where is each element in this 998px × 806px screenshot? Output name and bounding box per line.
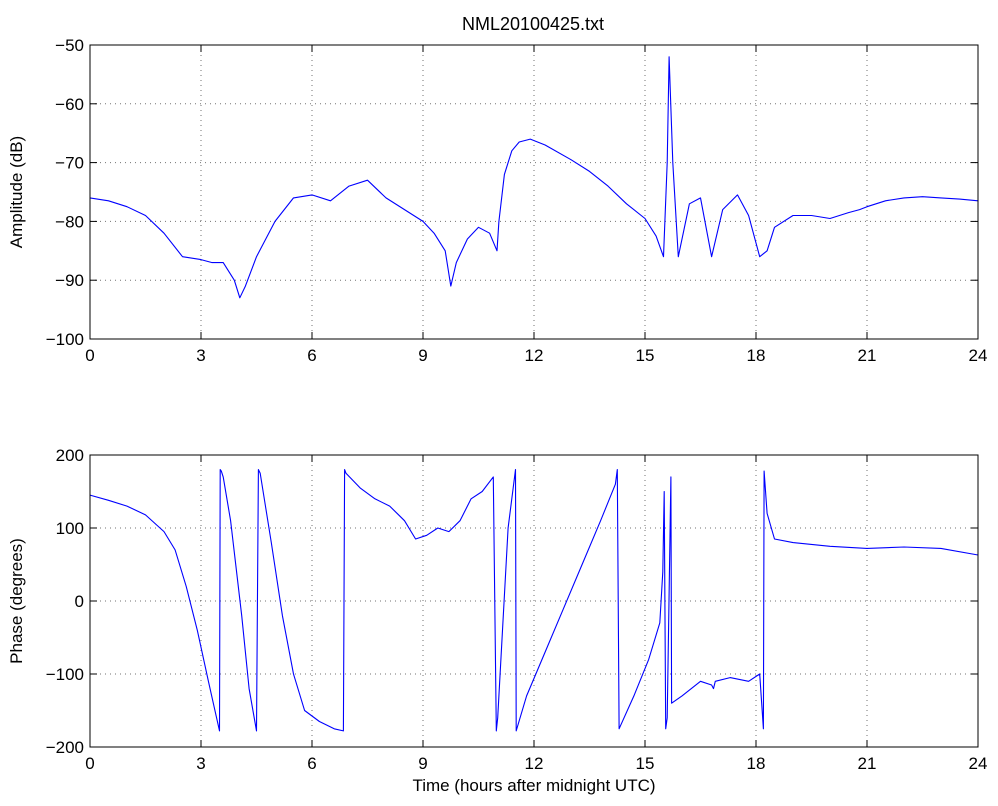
x-tick-label: 6 <box>307 346 316 365</box>
figure-title: NML20100425.txt <box>462 14 604 34</box>
x-tick-label: 12 <box>525 346 544 365</box>
y-tick-label: 100 <box>56 519 84 538</box>
plot-area <box>90 45 978 339</box>
y-tick-label: −100 <box>46 330 84 349</box>
x-tick-label: 3 <box>196 346 205 365</box>
y-tick-label: −90 <box>55 271 84 290</box>
x-tick-label: 21 <box>858 754 877 773</box>
x-tick-label: 24 <box>969 754 988 773</box>
y-tick-label: −70 <box>55 154 84 173</box>
plot-frame <box>89 454 979 748</box>
plot-frame <box>89 44 979 340</box>
amplitude-plot: 0 3 6 9 12 15 18 21 24 −50 −60 −70 −80 −90 −100 Amplitu… <box>7 36 987 365</box>
y-tick-label: −60 <box>55 95 84 114</box>
x-tick-label: 9 <box>418 346 427 365</box>
x-tick-label: 18 <box>747 754 766 773</box>
x-tick-label: 9 <box>418 754 427 773</box>
y-axis-title: Amplitude (dB) <box>7 136 26 248</box>
y-tick-label: −80 <box>55 212 84 231</box>
x-axis-title: Time (hours after midnight UTC) <box>412 776 655 795</box>
y-axis-title: Phase (degrees) <box>7 538 26 664</box>
x-tick-label: 24 <box>969 346 988 365</box>
x-tick-label: 18 <box>747 346 766 365</box>
series-line <box>89 56 979 299</box>
phase-plot: 0 3 6 9 12 15 18 21 24 200 100 0 −100 −200 Phase (degr… <box>7 446 987 795</box>
x-tick-label: 15 <box>636 754 655 773</box>
y-tick-label: 200 <box>56 446 84 465</box>
y-tick-label: 0 <box>75 592 84 611</box>
x-tick-label: 15 <box>636 346 655 365</box>
x-tick-label: 3 <box>196 754 205 773</box>
y-tick-label: −200 <box>46 738 84 757</box>
x-tick-label: 21 <box>858 346 877 365</box>
y-tick-label: −100 <box>46 665 84 684</box>
x-tick-label: 12 <box>525 754 544 773</box>
x-tick-label: 6 <box>307 754 316 773</box>
x-tick-label: 0 <box>85 346 94 365</box>
series-line <box>89 469 979 732</box>
x-tick-label: 0 <box>85 754 94 773</box>
y-tick-label: −50 <box>55 36 84 55</box>
